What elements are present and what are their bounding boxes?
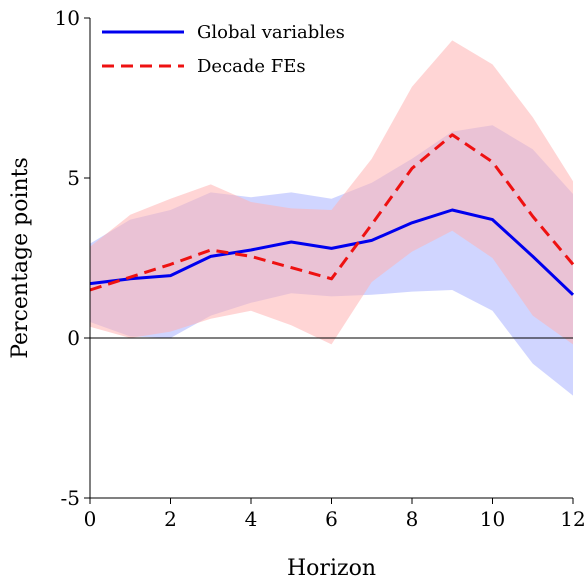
confidence-bands xyxy=(90,40,573,396)
x-axis-title: Horizon xyxy=(287,556,376,581)
x-tick-label: 8 xyxy=(406,507,419,531)
x-tick-label: 0 xyxy=(84,507,97,531)
y-tick-label: 10 xyxy=(55,6,80,30)
series-line-2 xyxy=(89,133,575,292)
legend-label-1: Global variables xyxy=(197,22,345,43)
y-tick-label: 5 xyxy=(67,166,80,190)
x-tick-label: 2 xyxy=(164,507,177,531)
series-line-1 xyxy=(89,208,575,296)
series-lines xyxy=(89,133,575,296)
y-tick-label: -5 xyxy=(61,486,80,510)
x-tick-label: 10 xyxy=(480,507,505,531)
confidence-band-2 xyxy=(90,40,573,345)
y-axis-title: Percentage points xyxy=(8,157,33,359)
x-tick-label: 6 xyxy=(325,507,338,531)
x-tick-label: 4 xyxy=(245,507,258,531)
y-tick-label: 0 xyxy=(67,326,80,350)
legend: Global variables Decade FEs xyxy=(102,22,345,77)
x-tick-label: 12 xyxy=(560,507,585,531)
legend-label-2: Decade FEs xyxy=(197,56,306,77)
